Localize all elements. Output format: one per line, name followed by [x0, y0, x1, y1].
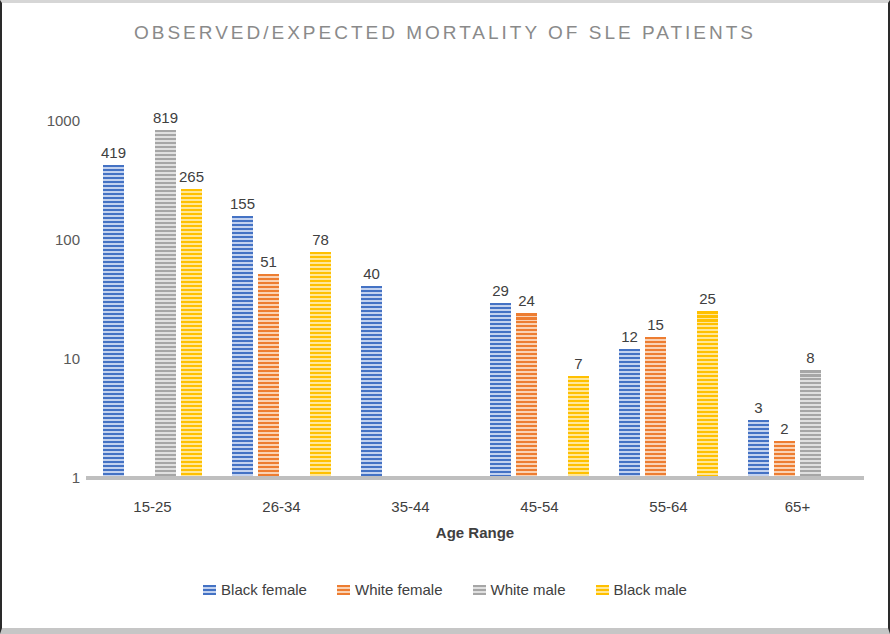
bar-black-female [490, 303, 511, 477]
bar-black-male [181, 189, 202, 477]
bar-slot [413, 107, 434, 477]
bar-black-female [748, 420, 769, 477]
bar-slot: 40 [361, 107, 382, 477]
bar-black-male [568, 376, 589, 477]
bar-value-label: 25 [699, 290, 716, 307]
bar-value-label: 29 [492, 282, 509, 299]
bar-slot: 419 [103, 107, 124, 477]
bar-black-female [103, 165, 124, 477]
bar-group-55-64: 12 15 25 [604, 107, 733, 477]
bar-slot [542, 107, 563, 477]
bar-slot [284, 107, 305, 477]
bar-value-label: 155 [230, 195, 255, 212]
bar-slot [439, 107, 460, 477]
x-axis-tick-label: 35-44 [346, 498, 475, 515]
bar-slot: 24 [516, 107, 537, 477]
bar-slot: 78 [310, 107, 331, 477]
bar-slot: 15 [645, 107, 666, 477]
bar-slot [129, 107, 150, 477]
bar-white-female [774, 441, 795, 477]
bar-group-15-25: 419 819 265 [88, 107, 217, 477]
legend-label: Black male [614, 581, 687, 598]
bar-value-label: 15 [647, 316, 664, 333]
bar-white-female [645, 337, 666, 477]
bar-slot: 3 [748, 107, 769, 477]
x-axis-tick-label: 15-25 [88, 498, 217, 515]
bar-slot: 12 [619, 107, 640, 477]
bar-value-label: 78 [312, 231, 329, 248]
bar-slot [826, 107, 847, 477]
bar-slot: 155 [232, 107, 253, 477]
y-axis-tick-label: 100 [30, 231, 80, 248]
legend-label: White male [491, 581, 566, 598]
bar-white-male [155, 130, 176, 477]
y-axis-tick-label: 10 [30, 350, 80, 367]
bar-value-label: 819 [153, 109, 178, 126]
plot-area: 419 819 265 155 51 78 40 29 24 7 12 15 25 3 2 8 [88, 107, 862, 477]
y-axis-tick-label: 1000 [30, 112, 80, 129]
x-axis-tick-label: 65+ [733, 498, 862, 515]
bar-slot: 265 [181, 107, 202, 477]
x-axis-title: Age Range [88, 524, 862, 541]
bar-black-female [619, 349, 640, 477]
x-axis-ticks: 15-2526-3435-4445-5455-6465+ [88, 498, 862, 515]
bar-value-label: 8 [806, 349, 814, 366]
bar-black-female [361, 286, 382, 477]
bar-white-female [258, 274, 279, 477]
x-axis-tick-label: 45-54 [475, 498, 604, 515]
bar-slot: 2 [774, 107, 795, 477]
bar-black-male [310, 252, 331, 477]
legend-item-white-female: White female [337, 581, 443, 598]
legend-item-white-male: White male [473, 581, 566, 598]
legend-label: White female [355, 581, 443, 598]
bar-value-label: 40 [363, 265, 380, 282]
bar-slot: 51 [258, 107, 279, 477]
legend-swatch-icon [203, 585, 216, 595]
bar-group-45-54: 29 24 7 [475, 107, 604, 477]
bar-slot: 8 [800, 107, 821, 477]
legend-label: Black female [221, 581, 307, 598]
bar-slot: 819 [155, 107, 176, 477]
bar-group-26-34: 155 51 78 [217, 107, 346, 477]
bar-slot: 25 [697, 107, 718, 477]
bar-slot [671, 107, 692, 477]
bar-black-female [232, 216, 253, 477]
bar-value-label: 419 [101, 144, 126, 161]
bar-value-label: 12 [621, 328, 638, 345]
bar-white-female [516, 313, 537, 477]
bar-slot: 7 [568, 107, 589, 477]
legend-item-black-male: Black male [596, 581, 687, 598]
bar-group-65-: 3 2 8 [733, 107, 862, 477]
chart-title: OBSERVED/EXPECTED MORTALITY OF SLE PATIE… [2, 22, 888, 44]
bar-slot [387, 107, 408, 477]
bar-value-label: 3 [754, 399, 762, 416]
bar-black-male [697, 311, 718, 477]
x-axis-tick-label: 55-64 [604, 498, 733, 515]
legend-swatch-icon [337, 585, 350, 595]
bar-group-35-44: 40 [346, 107, 475, 477]
legend-swatch-icon [596, 585, 609, 595]
bar-value-label: 24 [518, 292, 535, 309]
bar-value-label: 2 [780, 420, 788, 437]
chart: OBSERVED/EXPECTED MORTALITY OF SLE PATIE… [0, 0, 890, 634]
bar-value-label: 51 [260, 253, 277, 270]
x-axis-line [86, 476, 864, 480]
y-axis-tick-label: 1 [30, 469, 80, 486]
bar-value-label: 265 [179, 168, 204, 185]
bar-slot: 29 [490, 107, 511, 477]
bar-value-label: 7 [574, 355, 582, 372]
legend-swatch-icon [473, 585, 486, 595]
legend-item-black-female: Black female [203, 581, 307, 598]
legend: Black female White female White male Black … [2, 581, 888, 598]
bar-white-male [800, 370, 821, 477]
x-axis-tick-label: 26-34 [217, 498, 346, 515]
